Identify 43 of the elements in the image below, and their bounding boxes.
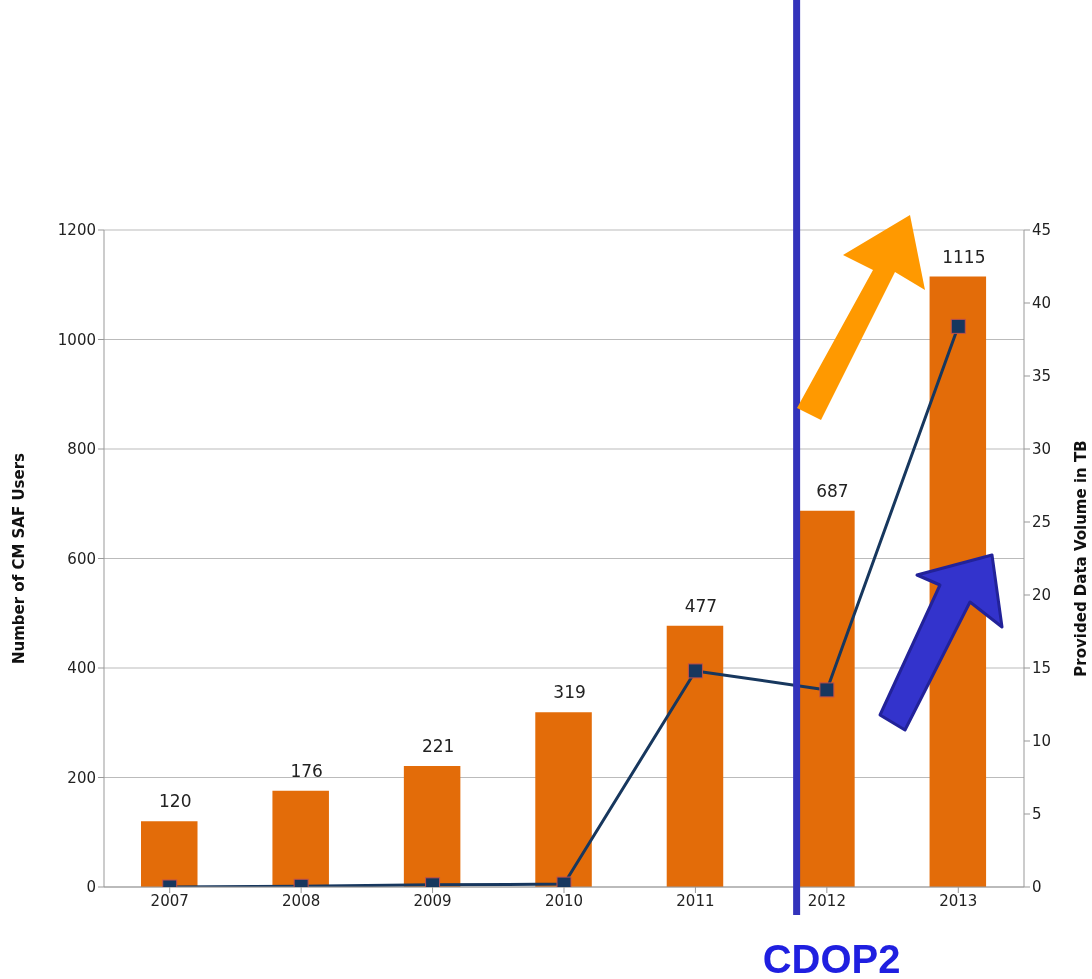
y-tick-label: 800: [67, 440, 96, 459]
y-tick-label: 200: [67, 768, 96, 787]
data-label: 319: [553, 682, 586, 703]
y2-tick-label: 0: [1032, 878, 1042, 897]
x-tick-label: 2007: [150, 891, 189, 910]
data-label: 120: [159, 791, 192, 812]
x-tick-label: 2009: [413, 891, 452, 910]
x-tick-label: 2011: [676, 891, 715, 910]
bar: [272, 790, 329, 887]
bar: [403, 766, 461, 887]
x-tick-label: 2008: [282, 891, 321, 910]
y2-tick-label: 35: [1032, 367, 1052, 386]
data-label: 176: [290, 760, 323, 781]
y2-tick-label: 5: [1032, 805, 1042, 824]
y-tick-label: 1200: [57, 221, 96, 240]
point: [819, 682, 835, 698]
y2-tick-label: 15: [1032, 659, 1052, 678]
bar: [141, 821, 198, 887]
data-label: 477: [684, 595, 718, 616]
y2-tick-label: 40: [1032, 294, 1052, 313]
data-label: 687: [816, 480, 849, 501]
y2-tick-label: 10: [1032, 732, 1052, 751]
bar: [798, 510, 855, 887]
y-tick-label: 1000: [57, 330, 96, 349]
y-tick-label: 0: [86, 878, 96, 897]
x-tick-label: 2012: [807, 891, 846, 910]
bar: [666, 625, 724, 887]
point: [950, 318, 966, 334]
y2-tick-label: 30: [1032, 440, 1052, 459]
point: [687, 663, 703, 679]
y-axis-title: Number of CM SAF Users: [10, 452, 28, 665]
y-tick-label: 600: [67, 549, 96, 568]
y2-tick-label: 25: [1032, 513, 1052, 532]
bar: [535, 712, 592, 887]
y2-axis-title: Provided Data Volume in TB: [1072, 440, 1090, 677]
x-tick-label: 2010: [544, 891, 584, 910]
y2-tick-label: 20: [1032, 586, 1052, 605]
ref-line-label: CDOP2: [762, 937, 901, 979]
y2-tick-label: 45: [1032, 221, 1052, 240]
data-label: 1115: [942, 246, 986, 267]
x-tick-label: 2013: [939, 891, 978, 910]
y-tick-label: 400: [67, 659, 96, 678]
data-label: 221: [421, 736, 455, 756]
